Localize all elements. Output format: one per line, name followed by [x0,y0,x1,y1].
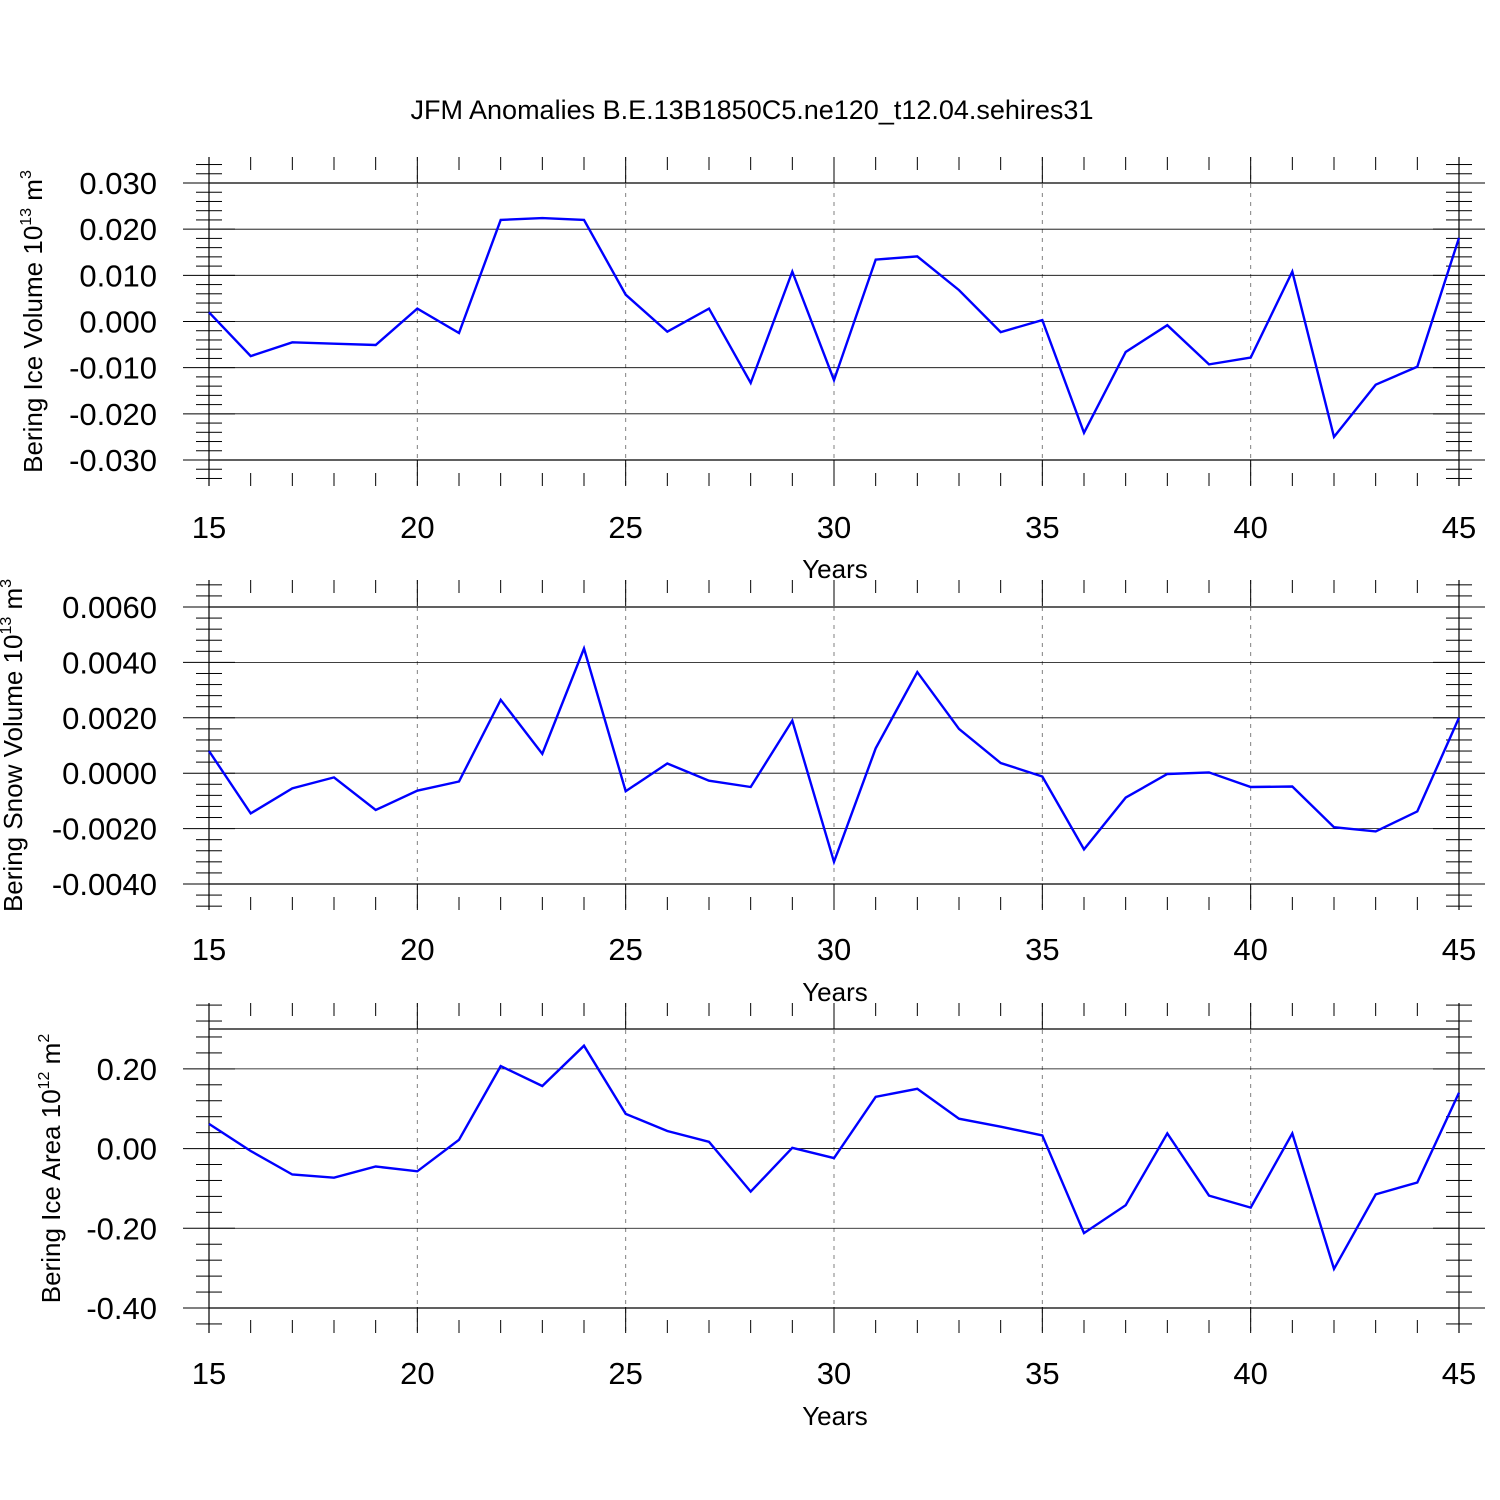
x-axis-label: Years [802,554,868,584]
x-tick-label: 30 [817,1356,851,1391]
y-tick-label: -0.030 [69,443,157,478]
x-tick-label: 40 [1233,510,1267,545]
x-tick-label: 20 [400,510,434,545]
x-tick-label: 15 [192,932,226,967]
x-tick-label: 30 [817,510,851,545]
x-tick-label: 25 [608,510,642,545]
y-tick-label: 0.010 [79,258,157,293]
panel-3: 0.20 0.00 -0.20 -0.40 15 20 25 30 35 40 45 Years Ber… [36,1003,1485,1431]
x-tick-label: 35 [1025,1356,1059,1391]
chart-title: JFM Anomalies B.E.13B1850C5.ne120_t12.04… [411,95,1094,125]
series-line [208,1043,1461,1272]
x-tick-label: 40 [1233,1356,1267,1391]
y-tick-label: -0.0040 [52,867,157,902]
x-tick-label: 35 [1025,510,1059,545]
x-tick-label: 20 [400,932,434,967]
x-tick-label: 15 [192,1356,226,1391]
y-tick-label: 0.000 [79,305,157,340]
y-tick-label: 0.020 [79,212,157,247]
y-tick-label: 0.0020 [62,701,157,736]
x-tick-label: 30 [817,932,851,967]
panel-1: 0.030 0.020 0.010 0.000 -0.010 -0.020 -0.030 15… [18,157,1485,584]
y-tick-label: 0.0000 [62,756,157,791]
y-tick-label: 0.030 [79,166,157,201]
y-tick-label: -0.20 [86,1211,157,1246]
y-axis-label: Bering Ice Volume 1013 m3 [18,170,48,473]
y-tick-label: 0.20 [97,1052,157,1087]
y-tick-label: 0.00 [97,1132,157,1167]
x-tick-label: 25 [608,1356,642,1391]
y-tick-label: -0.0020 [52,812,157,847]
x-tick-label: 45 [1442,932,1476,967]
x-axis-label: Years [802,1401,868,1431]
x-axis-label: Years [802,977,868,1007]
x-tick-label: 15 [192,510,226,545]
y-tick-label: 0.0040 [62,645,157,680]
y-axis-label: Bering Ice Area 1012 m2 [36,1034,66,1304]
y-tick-label: -0.020 [69,397,157,432]
x-tick-label: 45 [1442,510,1476,545]
y-axis-label: Bering Snow Volume 1013 m3 [0,579,28,912]
y-tick-label: -0.010 [69,351,157,386]
series-line [208,644,1461,866]
x-tick-label: 40 [1233,932,1267,967]
x-tick-label: 35 [1025,932,1059,967]
series-line [208,216,1461,440]
x-tick-label: 45 [1442,1356,1476,1391]
panel-2: 0.0060 0.0040 0.0020 0.0000 -0.0020 -0.0040 15… [0,579,1485,1007]
y-tick-label: 0.0060 [62,590,157,625]
y-tick-label: -0.40 [86,1291,157,1326]
x-tick-label: 20 [400,1356,434,1391]
x-tick-label: 25 [608,932,642,967]
